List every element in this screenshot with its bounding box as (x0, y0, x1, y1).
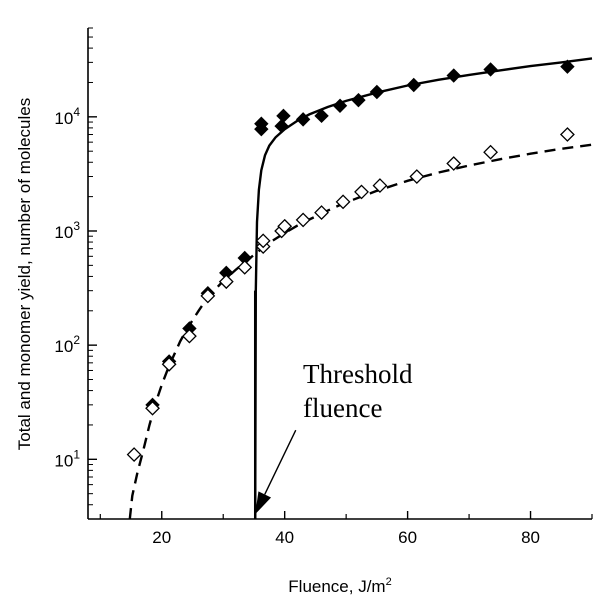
monomer-yield-point (354, 184, 369, 200)
monomer-yield-point (409, 169, 425, 184)
x-tick-label: 80 (521, 528, 540, 547)
total-yield-point (483, 62, 498, 77)
y-tick-label: 102 (54, 333, 80, 356)
monomer-yield-point (181, 328, 197, 344)
x-tick-label: 40 (275, 528, 294, 547)
threshold-annotation: Threshold fluence (255, 359, 413, 515)
monomer-yield-point (446, 156, 462, 171)
monomer-yield-point (237, 259, 253, 275)
monomer-yield-point (314, 205, 329, 220)
y-tick-label: 103 (54, 219, 80, 242)
y-axis-label: Total and monomer yield, number of molec… (15, 98, 34, 450)
y-ticks: 101 102 103 104 (54, 27, 97, 520)
monomer-yield-point (295, 212, 311, 228)
monomer-yield-point (335, 194, 351, 210)
axis-lines (87, 28, 592, 520)
y-tick-label: 104 (54, 105, 80, 128)
annotation-arrow-head (255, 491, 272, 515)
total-yield-point (560, 59, 575, 74)
total-yield-point (332, 98, 348, 113)
x-tick-label: 60 (398, 528, 417, 547)
monomer-yield-point (372, 178, 388, 193)
monomer-yield-point (145, 400, 160, 416)
monomer-yield-point (559, 127, 575, 142)
monomer-yield-point (200, 288, 216, 304)
total-fit-curve (254, 57, 593, 520)
annotation-line-1: Threshold (303, 359, 413, 389)
monomer-yield-point (126, 447, 142, 463)
x-axis-label: Fluence, J/m2 (288, 576, 391, 596)
total-yield-point (351, 92, 366, 108)
data-markers (126, 59, 575, 463)
total-yield-point (314, 108, 329, 124)
monomer-yield-point (218, 274, 234, 290)
y-tick-label: 101 (54, 447, 80, 470)
annotation-line-2: fluence (303, 393, 382, 423)
monomer-yield-point (277, 218, 293, 234)
total-yield-point (295, 112, 311, 127)
total-yield-point (369, 84, 385, 100)
total-yield-point (276, 108, 291, 124)
total-yield-point (274, 118, 289, 134)
total-yield-point (446, 68, 461, 83)
monomer-yield-point (483, 144, 499, 160)
monomer-yield-point (161, 356, 177, 372)
monomer-yield-point (255, 233, 271, 249)
total-yield-point (406, 77, 421, 93)
monomer-fit-curve (128, 143, 593, 520)
x-tick-label: 20 (152, 528, 171, 547)
total-yield-point (254, 116, 269, 131)
fit-curves (128, 57, 593, 520)
annotation-arrow-shaft (264, 429, 297, 495)
x-ticks: 20 40 60 80 (99, 511, 593, 547)
